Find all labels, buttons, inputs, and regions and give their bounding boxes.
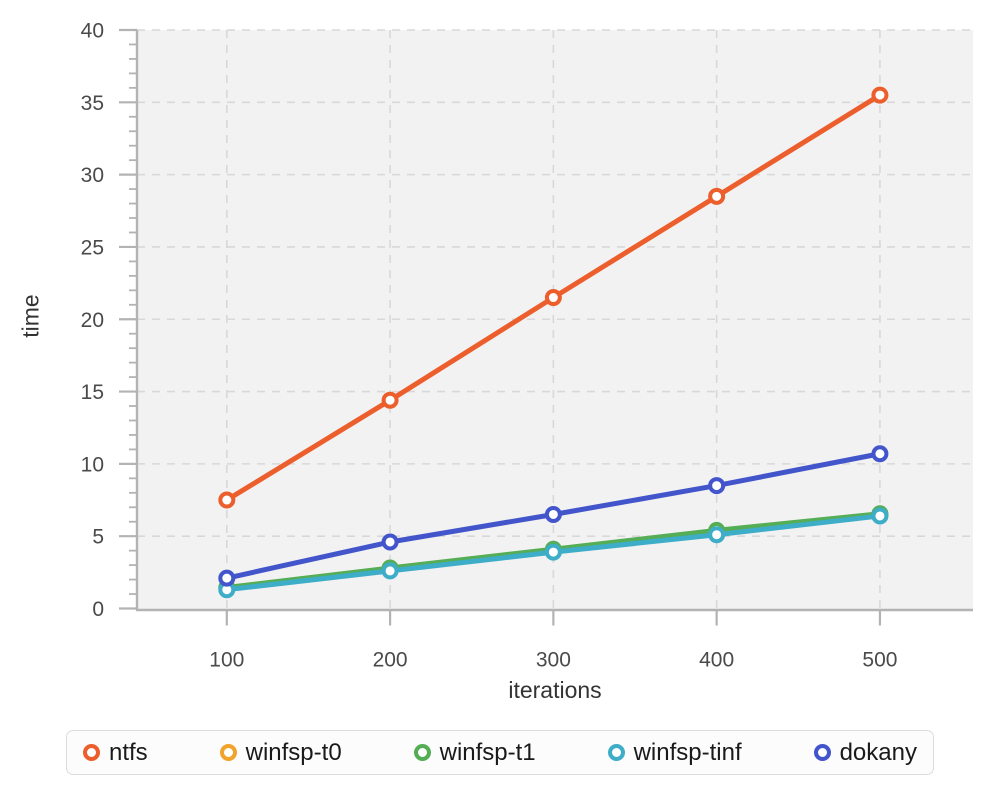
y-axis-title: time [17, 294, 44, 338]
data-point-dokany-400 [708, 477, 726, 495]
svg-text:30: 30 [81, 164, 104, 187]
data-point-winfsp-tinf-400 [708, 526, 726, 544]
data-point-dokany-300 [544, 505, 562, 523]
series-winfsp-tinf [218, 507, 889, 599]
data-point-dokany-100 [218, 569, 236, 587]
data-point-ntfs-300 [544, 289, 562, 307]
svg-text:200: 200 [373, 649, 408, 672]
legend-label: winfsp-tinf [633, 738, 742, 766]
series-dokany [218, 445, 889, 587]
svg-text:20: 20 [81, 309, 104, 332]
legend-label: winfsp-t0 [245, 738, 342, 766]
legend-item-dokany[interactable]: dokany [813, 738, 917, 766]
svg-text:40: 40 [81, 20, 104, 43]
data-point-ntfs-200 [381, 391, 399, 409]
legend-item-winfsp-t1[interactable]: winfsp-t1 [413, 738, 536, 766]
svg-text:400: 400 [699, 649, 734, 672]
data-point-ntfs-100 [218, 491, 236, 509]
svg-text:300: 300 [536, 649, 571, 672]
legend-label: winfsp-t1 [439, 738, 536, 766]
x-axis-title: iterations [508, 677, 602, 703]
svg-text:25: 25 [81, 236, 104, 259]
svg-text:10: 10 [81, 453, 104, 476]
legend-item-winfsp-tinf[interactable]: winfsp-tinf [607, 738, 742, 766]
data-point-dokany-500 [871, 445, 889, 463]
data-point-ntfs-500 [871, 86, 889, 104]
legend-marker-dokany-icon [813, 744, 831, 761]
data-point-winfsp-tinf-300 [544, 543, 562, 561]
data-point-winfsp-tinf-200 [381, 562, 399, 580]
axes [119, 28, 973, 626]
legend-item-winfsp-t0[interactable]: winfsp-t0 [219, 738, 342, 766]
legend-marker-winfsp-t1-icon [413, 744, 431, 761]
svg-text:15: 15 [81, 381, 104, 404]
svg-text:35: 35 [81, 92, 104, 115]
svg-text:5: 5 [92, 526, 104, 549]
svg-text:500: 500 [862, 649, 897, 672]
line-chart-canvas: 0 5 10 15 20 25 30 35 40 100 200 300 400 500 [81, 20, 973, 672]
data-point-ntfs-400 [708, 187, 726, 205]
x-tick-labels: 100 200 300 400 500 [209, 649, 897, 672]
series-ntfs [218, 86, 889, 509]
legend-item-ntfs[interactable]: ntfs [83, 738, 148, 766]
data-point-winfsp-tinf-500 [871, 507, 889, 525]
legend-marker-ntfs-icon [83, 744, 100, 761]
data-point-dokany-200 [381, 533, 399, 551]
svg-text:100: 100 [209, 649, 244, 672]
legend-marker-winfsp-tinf-icon [607, 744, 625, 761]
legend-label: dokany [839, 738, 917, 766]
y-tick-labels: 0 5 10 15 20 25 30 35 40 [81, 20, 104, 622]
svg-text:0: 0 [92, 598, 104, 621]
legend-marker-winfsp-t0-icon [219, 744, 237, 761]
legend: ntfs winfsp-t0 winfsp-t1 winfsp-tinf dokany [66, 730, 934, 775]
legend-label: ntfs [109, 738, 148, 766]
